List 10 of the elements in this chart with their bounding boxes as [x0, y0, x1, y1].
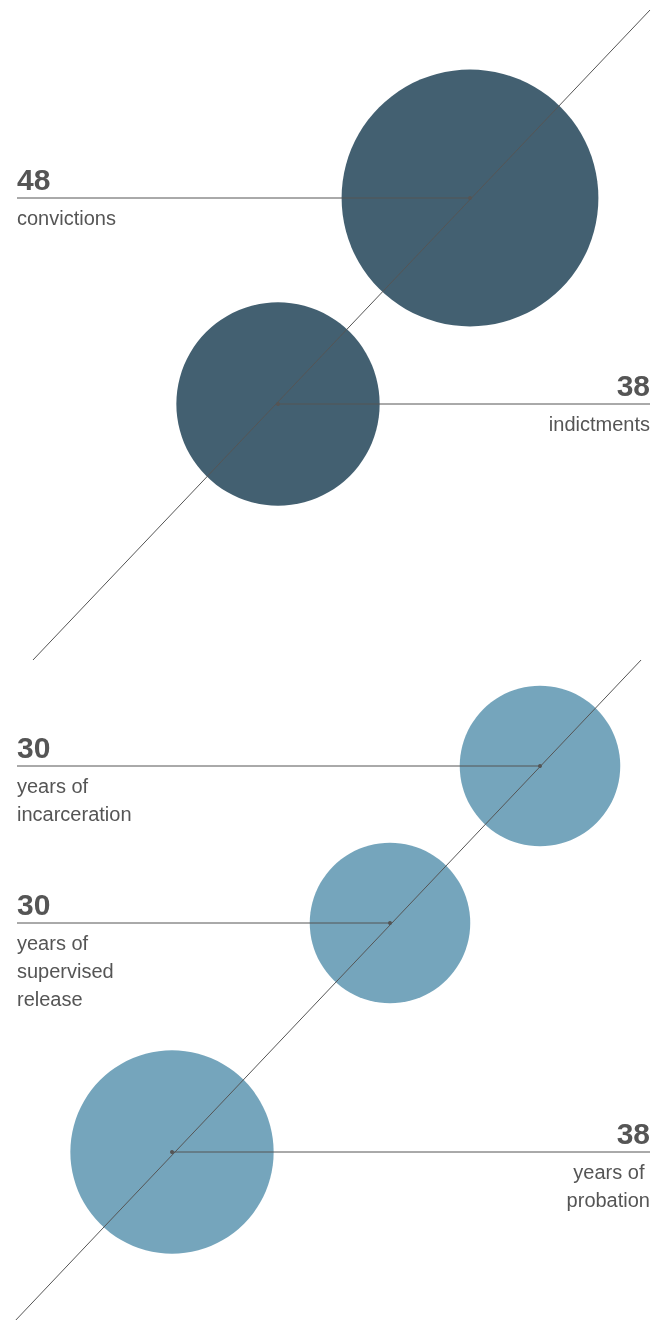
data-label: 30	[17, 887, 51, 921]
data-label: 38	[616, 368, 650, 402]
category-label: years of probation	[566, 1161, 650, 1211]
category-label: years of supervised release	[17, 932, 120, 1010]
category-label: years of incarceration	[17, 775, 132, 825]
data-label: 48	[17, 162, 51, 196]
data-label: 38	[616, 1116, 650, 1150]
data-label: 30	[17, 730, 51, 764]
category-label: indictments	[548, 413, 650, 435]
category-label: convictions	[17, 207, 116, 229]
